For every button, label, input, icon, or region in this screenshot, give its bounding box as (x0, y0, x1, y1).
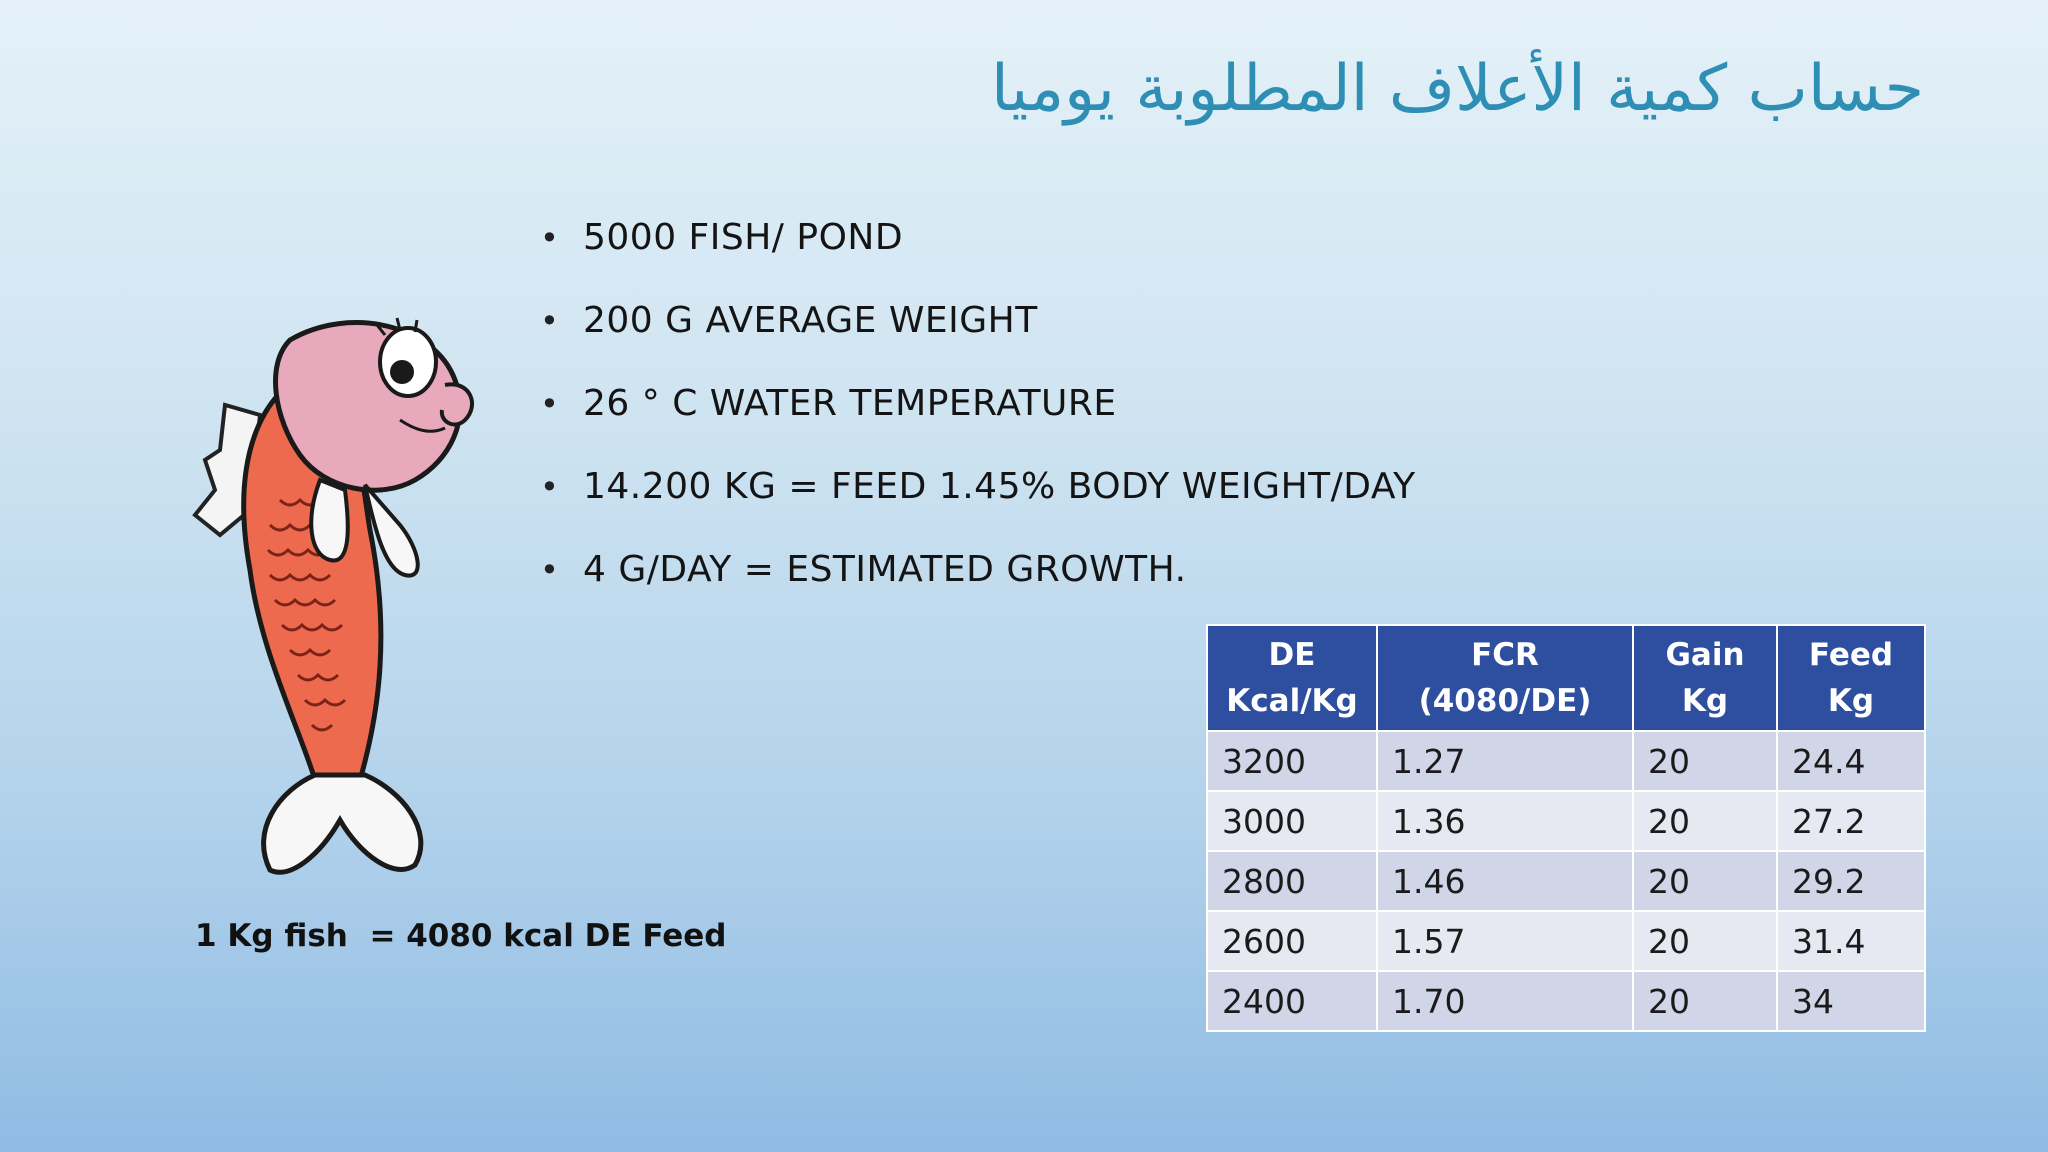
feed-equation: 1 Kg fish = 4080 kcal DE Feed (195, 918, 727, 954)
header-line: Kg (1681, 683, 1729, 719)
table-cell: 3200 (1206, 730, 1378, 792)
table-cell: 1.70 (1376, 970, 1634, 1032)
header-line: Feed (1808, 637, 1894, 673)
table-cell: 1.57 (1376, 910, 1634, 972)
bullet-text: 200 G AVERAGE WEIGHT (583, 300, 1038, 341)
table-row: 2800 1.46 20 29.2 (1206, 850, 1926, 912)
header-line: (4080/DE) (1418, 683, 1592, 719)
bullet-list: • 5000 FISH/ POND • 200 G AVERAGE WEIGHT •… (540, 196, 1416, 611)
table-cell: 2400 (1206, 970, 1378, 1032)
table-row: 3000 1.36 20 27.2 (1206, 790, 1926, 852)
table-cell: 2600 (1206, 910, 1378, 972)
table-header-cell: Gain Kg (1632, 624, 1778, 732)
table-cell: 20 (1632, 790, 1778, 852)
table-header-cell: DE Kcal/Kg (1206, 624, 1378, 732)
bullet-icon: • (540, 467, 560, 506)
table-row: 3200 1.27 20 24.4 (1206, 730, 1926, 792)
bullet-item: • 4 G/DAY = ESTIMATED GROWTH. (540, 528, 1416, 611)
slide-title: حساب كمية الأعلاف المطلوبة يوميا (991, 52, 1924, 126)
table-cell: 20 (1632, 970, 1778, 1032)
table-cell: 3000 (1206, 790, 1378, 852)
cartoon-fish-icon (192, 317, 475, 875)
table-cell: 20 (1632, 910, 1778, 972)
bullet-item: • 200 G AVERAGE WEIGHT (540, 279, 1416, 362)
bullet-text: 4 G/DAY = ESTIMATED GROWTH. (583, 549, 1187, 590)
bullet-item: • 26 ° C WATER TEMPERATURE (540, 362, 1416, 445)
table-header-row: DE Kcal/Kg FCR (4080/DE) Gain Kg Feed Kg (1206, 624, 1926, 732)
bullet-icon: • (540, 550, 560, 589)
bullet-icon: • (540, 384, 560, 423)
header-line: FCR (1471, 637, 1539, 673)
bullet-item: • 14.200 KG = FEED 1.45% BODY WEIGHT/DAY (540, 445, 1416, 528)
table-cell: 31.4 (1776, 910, 1926, 972)
feed-table: DE Kcal/Kg FCR (4080/DE) Gain Kg Feed Kg 320… (1206, 624, 1926, 1032)
header-line: DE (1268, 637, 1316, 673)
bullet-icon: • (540, 301, 560, 340)
header-line: Kcal/Kg (1226, 683, 1358, 719)
table-cell: 20 (1632, 850, 1778, 912)
table-cell: 2800 (1206, 850, 1378, 912)
bullet-item: • 5000 FISH/ POND (540, 196, 1416, 279)
header-line: Kg (1827, 683, 1875, 719)
bullet-text: 26 ° C WATER TEMPERATURE (583, 383, 1117, 424)
bullet-text: 14.200 KG = FEED 1.45% BODY WEIGHT/DAY (583, 466, 1416, 507)
table-cell: 1.36 (1376, 790, 1634, 852)
table-header-cell: Feed Kg (1776, 624, 1926, 732)
table-cell: 1.46 (1376, 850, 1634, 912)
bullet-icon: • (540, 218, 560, 257)
table-cell: 20 (1632, 730, 1778, 792)
table-row: 2600 1.57 20 31.4 (1206, 910, 1926, 972)
table-cell: 24.4 (1776, 730, 1926, 792)
table-cell: 29.2 (1776, 850, 1926, 912)
header-line: Gain (1665, 637, 1745, 673)
table-row: 2400 1.70 20 34 (1206, 970, 1926, 1032)
bullet-text: 5000 FISH/ POND (583, 217, 904, 258)
table-cell: 34 (1776, 970, 1926, 1032)
table-cell: 27.2 (1776, 790, 1926, 852)
table-header-cell: FCR (4080/DE) (1376, 624, 1634, 732)
table-cell: 1.27 (1376, 730, 1634, 792)
